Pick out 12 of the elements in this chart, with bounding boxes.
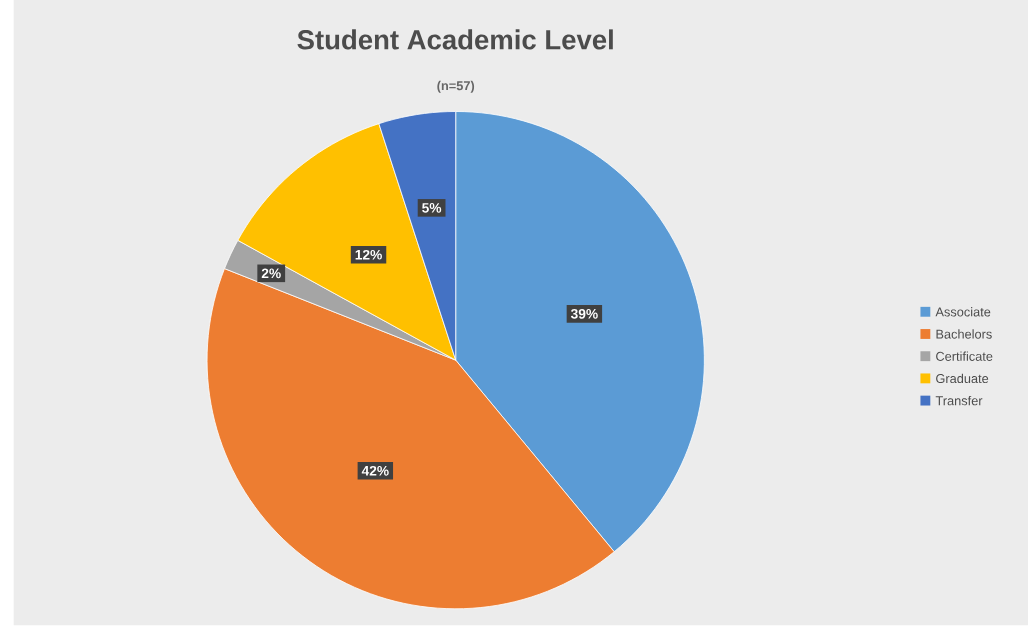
data-label: 2%: [261, 268, 281, 279]
legend-label: Bachelors: [936, 329, 992, 339]
data-label: 5%: [422, 203, 442, 213]
legend-label: Certificate: [936, 351, 993, 362]
data-label: 39%: [570, 309, 598, 319]
data-label: 42%: [361, 466, 389, 476]
data-label: 12%: [355, 250, 382, 260]
legend-label: Graduate: [936, 373, 989, 384]
legend-label: Transfer: [935, 396, 983, 406]
legend-label: Associate: [935, 307, 991, 317]
chart-title: Student Academic Level: [297, 29, 613, 50]
chart-subtitle: (n=57): [437, 81, 475, 93]
